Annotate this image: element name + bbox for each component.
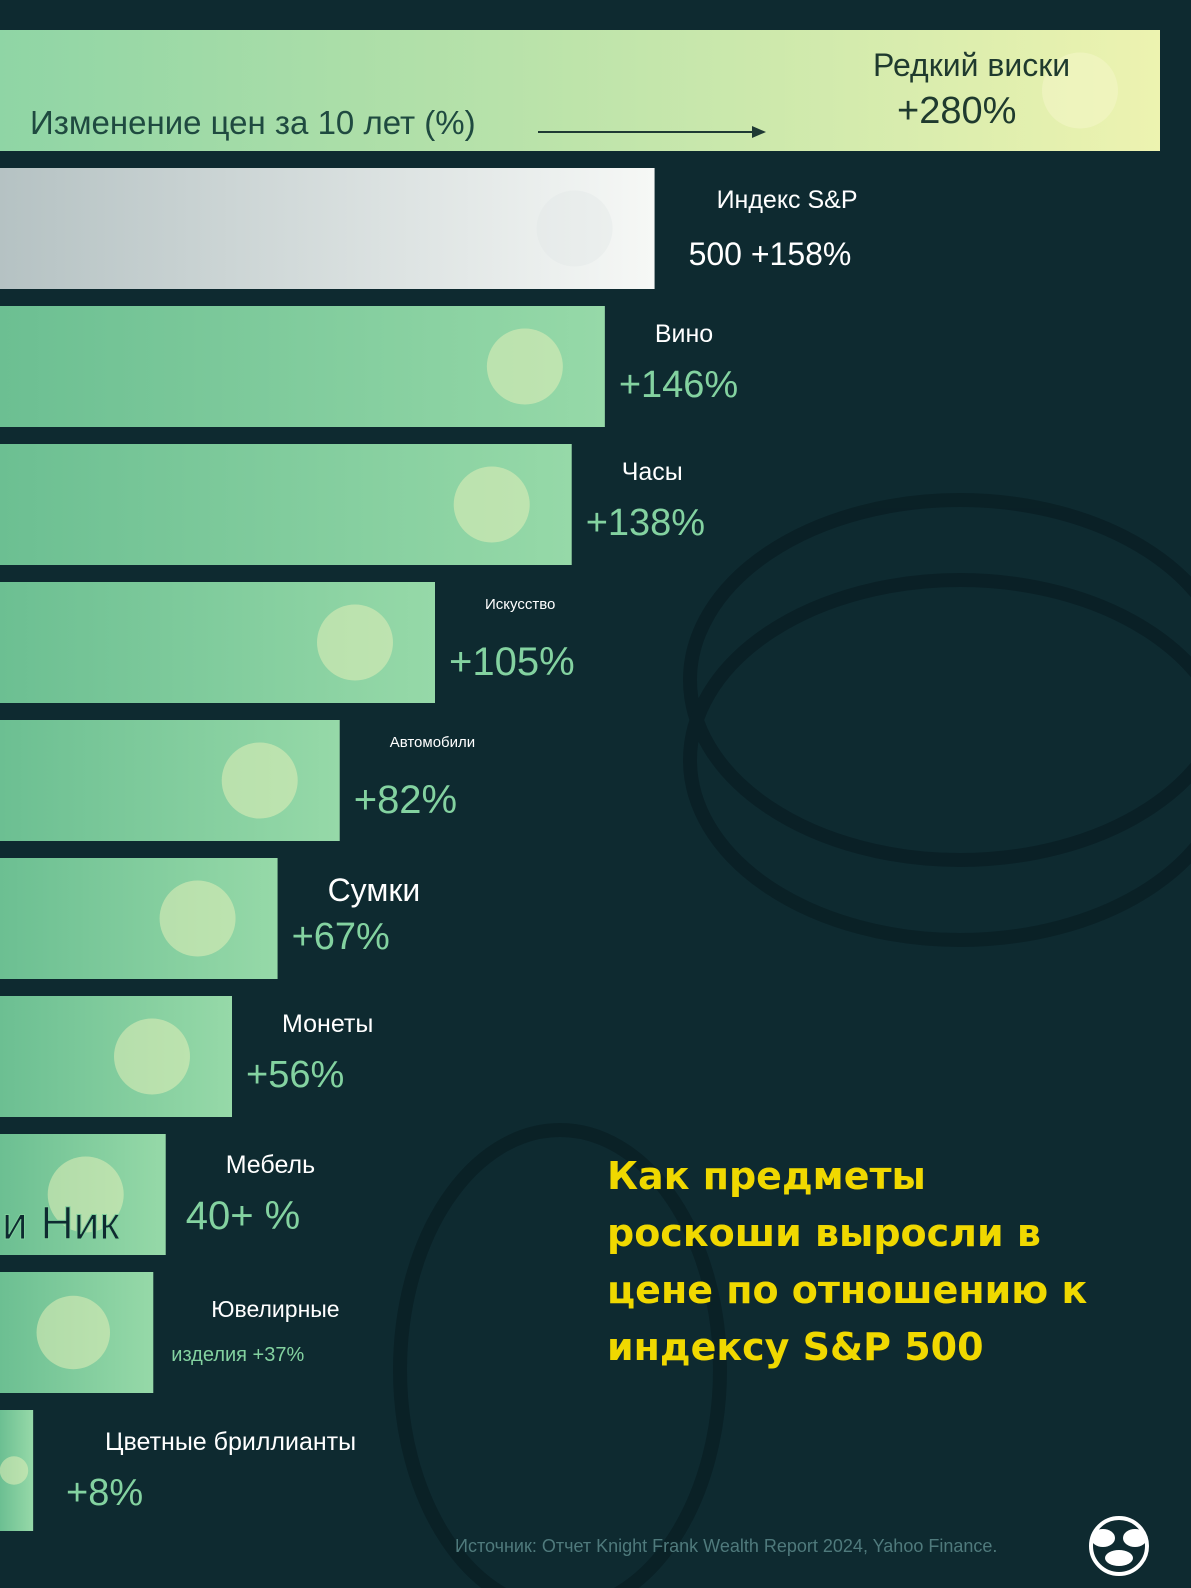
- category-label: Автомобили: [389, 734, 476, 751]
- value-label: +146%: [618, 364, 739, 406]
- bar[interactable]: [0, 858, 278, 979]
- bar-group: [0, 168, 655, 289]
- value-label: изделия +37%: [171, 1344, 305, 1366]
- bar-group: [0, 720, 340, 841]
- bar-group: [0, 582, 435, 703]
- arrow-right-icon: [538, 126, 766, 138]
- painting-icon: [317, 604, 393, 681]
- overlay-text: и Ник: [2, 1197, 121, 1250]
- bar-group: [0, 444, 572, 565]
- value-label: 500 +158%: [688, 236, 852, 272]
- whisky-bottle-icon: [1042, 52, 1118, 129]
- value-label: +8%: [66, 1472, 144, 1514]
- value-label: +138%: [585, 502, 706, 544]
- value-label: +56%: [246, 1054, 345, 1096]
- category-label: Цветные бриллианты: [105, 1428, 357, 1456]
- bar-group: [0, 306, 605, 427]
- category-label: Индекс S&P: [716, 186, 858, 214]
- value-label: 40+ %: [185, 1194, 301, 1238]
- category-label: Искусство: [485, 596, 556, 613]
- car-icon: [221, 742, 298, 819]
- watch-icon: [453, 466, 530, 543]
- bar-group: [0, 30, 1160, 151]
- value-label: +280%: [897, 90, 1017, 132]
- wine-bottle-icon: [486, 328, 563, 405]
- value-label: +105%: [449, 640, 575, 684]
- category-label: Вино: [654, 320, 714, 348]
- bar-group: [0, 1272, 154, 1393]
- category-label: Часы: [621, 458, 683, 486]
- value-label: +82%: [353, 778, 458, 822]
- category-label: Редкий виски: [873, 47, 1071, 83]
- bar-group: [0, 996, 232, 1117]
- bar-group: [0, 858, 278, 979]
- value-label: +67%: [291, 916, 390, 958]
- category-label: Ювелирные: [211, 1296, 340, 1322]
- furniture-icon: [47, 1156, 124, 1233]
- category-label: Сумки: [327, 872, 421, 908]
- bar[interactable]: [0, 30, 1160, 151]
- category-label: Монеты: [282, 1010, 374, 1038]
- category-label: Мебель: [225, 1151, 316, 1179]
- source-note: Источник: Отчет Knight Frank Wealth Repo…: [455, 1536, 998, 1556]
- growth-chart-icon: [536, 190, 613, 267]
- bar-group: [0, 1410, 34, 1531]
- value-axis-label: Изменение цен за 10 лет (%): [30, 104, 476, 141]
- bar-group: [0, 1134, 166, 1255]
- chart-title: Как предметы роскоши выросли в цене по о…: [607, 1154, 1088, 1369]
- bar[interactable]: [0, 168, 655, 289]
- coins-icon: [114, 1018, 190, 1095]
- diamond-icon: [0, 1456, 29, 1485]
- bracelet-icon: [36, 1295, 111, 1370]
- mascot-logo-icon[interactable]: [1083, 1512, 1155, 1576]
- handbag-icon: [159, 880, 236, 957]
